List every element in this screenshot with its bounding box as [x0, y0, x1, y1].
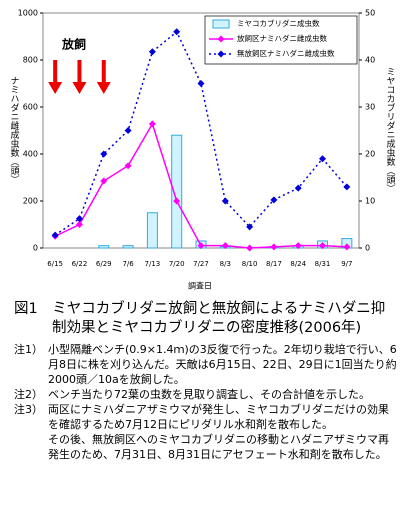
x-tick-label: 9/7	[341, 260, 352, 268]
x-tick-label: 7/13	[145, 260, 161, 268]
note: 注3） 両区にナミハダニアザミウマが発生し、ミヤコカブリダニだけの効果を確認するた…	[14, 402, 399, 462]
note: 注1） 小型隔離ベンチ(0.9×1.4ｍ)の3反復で行った。2年切り栽培で行い、6…	[14, 342, 399, 387]
y-tick-label: 600	[23, 103, 38, 112]
y-axis-label: ナミハダニ雌成虫数（頭）	[9, 76, 20, 184]
marker	[75, 215, 83, 223]
note-text: ベンチ当たり72葉の虫数を見取り調査し、その合計値を示した。	[48, 388, 370, 401]
release-arrow	[48, 60, 63, 94]
note-key: 注2）	[14, 388, 43, 401]
bar	[98, 245, 110, 249]
note-key: 注3）	[14, 403, 43, 416]
y2-tick-label: 10	[365, 197, 375, 206]
chart: 放飼 調査日 ナミハダニ雌成虫数（頭） ミヤコカブリダニ成虫数（頭） 02004…	[9, 9, 396, 291]
marker	[51, 231, 59, 239]
marker	[173, 197, 181, 205]
marker	[246, 223, 254, 231]
annotation: 放飼	[61, 37, 86, 52]
y-tick-label: 800	[23, 56, 38, 65]
arrow-head	[72, 82, 87, 94]
legend-box	[204, 15, 358, 65]
note-body: ベンチ当たり72葉の虫数を見取り調査し、その合計値を示した。	[48, 387, 370, 402]
marker	[124, 162, 132, 170]
release-arrow	[72, 60, 87, 94]
note: 注2） ベンチ当たり72葉の虫数を見取り調査し、その合計値を示した。	[14, 387, 399, 402]
marker	[148, 48, 156, 56]
marker	[221, 197, 229, 205]
line	[54, 122, 347, 249]
marker	[197, 80, 205, 87]
x-tick-label: 8/3	[220, 260, 231, 268]
x-tick-label: 7/20	[169, 260, 185, 268]
caption-title: 図1 ミヤコカブリダニ放飼と無放飼によるナミハダニ抑制効果とミヤコカブリダニの密…	[14, 301, 386, 336]
marker	[294, 184, 302, 192]
marker	[148, 120, 156, 128]
marker	[246, 244, 254, 252]
arrow-head	[96, 82, 111, 94]
marker	[270, 243, 278, 251]
y2-axis-label: ミヤコカブリダニ成虫数（頭）	[385, 67, 396, 193]
marker	[294, 242, 302, 250]
y-tick-label: 0	[33, 244, 38, 253]
x-tick-label: 6/15	[47, 260, 63, 268]
marker	[319, 155, 327, 163]
legend-label: ミヤコカブリダニ成虫数	[237, 18, 320, 28]
y-tick-label: 400	[23, 150, 38, 159]
y-tick-label: 1000	[18, 9, 38, 18]
x-axis-label: 調査日	[188, 281, 212, 291]
note-body: 両区にナミハダニアザミウマが発生し、ミヤコカブリダニだけの効果を確認するため7月…	[48, 402, 399, 462]
y2-tick-label: 0	[365, 244, 370, 253]
bar	[146, 212, 158, 249]
note-text: その後、無放飼区へのミヤコカブリダニの移動とハダニアザミウマ再発生のため、7月3…	[48, 433, 389, 461]
marker	[100, 177, 108, 185]
note-text: 両区にナミハダニアザミウマが発生し、ミヤコカブリダニだけの効果を確認するため7月…	[48, 403, 389, 431]
legend-swatch	[212, 19, 230, 29]
caption: 図1 ミヤコカブリダニ放飼と無放飼によるナミハダニ抑制効果とミヤコカブリダニの密…	[14, 300, 399, 462]
legend-marker	[217, 50, 225, 58]
legend-label: 放飼区ナミハダニ雌成虫数	[237, 33, 327, 43]
marker	[270, 196, 278, 204]
y-tick-label: 200	[23, 197, 38, 206]
x-tick-label: 8/24	[290, 260, 306, 268]
legend-label: 無放飼区ナミハダニ雌成虫数	[237, 48, 335, 58]
arrow-head	[48, 82, 63, 94]
bar	[171, 134, 183, 249]
x-tick-label: 8/31	[315, 260, 331, 268]
x-tick-label: 6/22	[72, 260, 88, 268]
y2-tick-label: 30	[365, 103, 375, 112]
marker	[343, 243, 351, 251]
marker	[75, 221, 83, 228]
bar	[122, 245, 134, 249]
legend-marker	[217, 35, 225, 43]
x-tick-label: 7/27	[193, 260, 209, 268]
marker	[319, 242, 327, 250]
marker	[100, 150, 108, 158]
y2-tick-label: 50	[365, 9, 375, 18]
x-tick-label: 6/29	[96, 260, 112, 268]
y2-tick-label: 40	[365, 56, 375, 65]
marker	[221, 242, 229, 250]
release-arrow	[96, 60, 111, 94]
x-tick-label: 7/6	[122, 260, 134, 268]
marker	[124, 127, 132, 134]
y2-tick-label: 20	[365, 150, 375, 159]
note-body: 小型隔離ベンチ(0.9×1.4ｍ)の3反復で行った。2年切り栽培で行い、6月8日…	[48, 342, 399, 387]
x-tick-label: 8/17	[266, 260, 282, 268]
x-tick-label: 8/10	[242, 260, 258, 268]
marker	[197, 242, 205, 250]
note-key: 注1）	[14, 343, 43, 356]
marker	[343, 183, 351, 191]
marker	[173, 28, 181, 36]
note-text: 小型隔離ベンチ(0.9×1.4ｍ)の3反復で行った。2年切り栽培で行い、6月8日…	[48, 343, 397, 386]
